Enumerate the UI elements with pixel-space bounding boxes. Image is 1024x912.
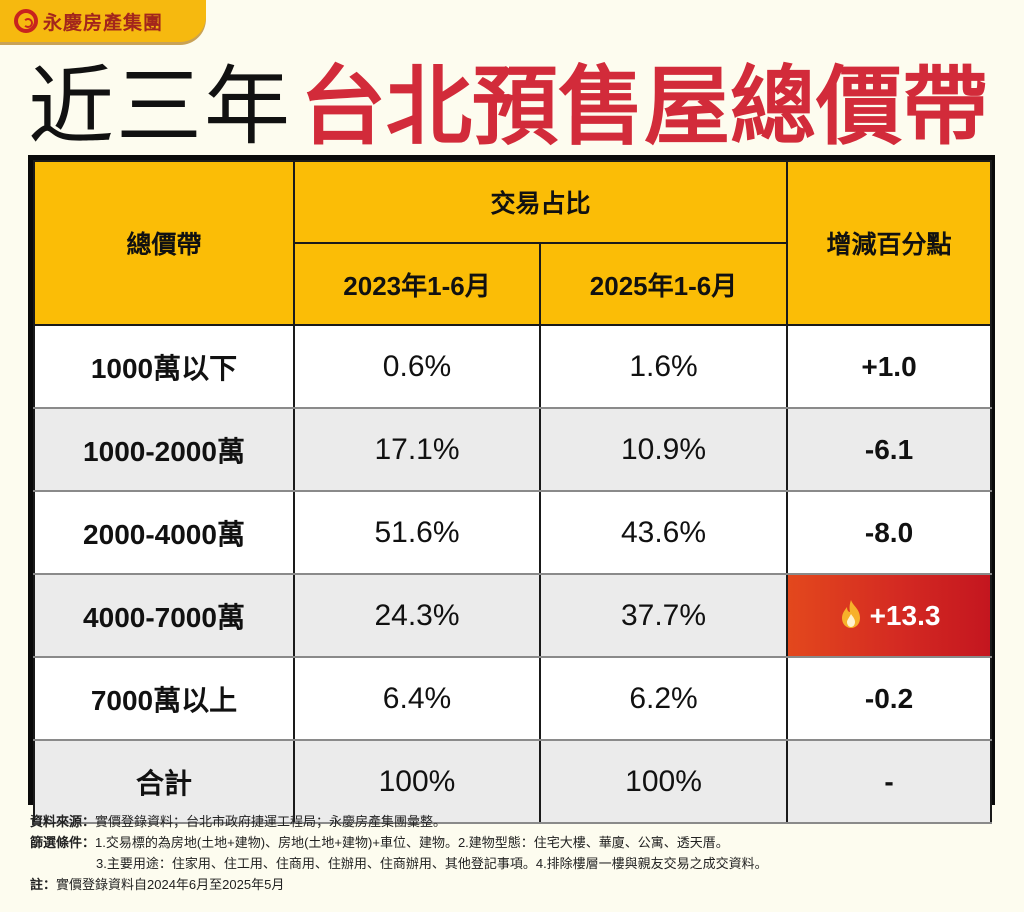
band-label: 4000-7000萬 [33,573,295,658]
yungching-logo-icon [14,9,38,33]
band-label: 1000-2000萬 [33,407,295,492]
table-row-total: 合計 100% 100% - [33,739,993,824]
change-value: -0.2 [786,656,993,741]
share-2025: 1.6% [538,324,789,409]
change-value: +13.3 [869,600,941,631]
share-2023: 6.4% [293,656,541,741]
table-row: 7000萬以上 6.4% 6.2% -0.2 [33,656,993,741]
share-2025: 43.6% [538,490,789,575]
source-text: 實價登錄資料；台北市政府捷運工程局；永慶房產集團彙整。 [95,814,447,829]
share-2023: 24.3% [293,573,541,658]
source-label: 資料來源： [30,814,96,829]
change-value: -6.1 [786,407,993,492]
filter-line-2: 3.主要用途：住家用、住工用、住商用、住辦用、住商辦用、其他登記事項。4.排除樓… [96,856,768,871]
table-row: 4000-7000萬 24.3% 37.7% +13.3 [33,573,993,658]
filter-line-1: 1.交易標的為房地(土地+建物)、房地(土地+建物)+車位、建物。2.建物型態：… [95,835,729,850]
share-2023: 100% [293,739,541,824]
fire-icon [841,600,860,628]
band-label: 2000-4000萬 [33,490,295,575]
change-value-highlight: +13.3 [786,573,993,658]
band-label: 合計 [33,739,295,824]
share-2023: 0.6% [293,324,541,409]
header-share-group: 交易占比 [292,160,789,244]
filter-note: 篩選條件：1.交易標的為房地(土地+建物)、房地(土地+建物)+車位、建物。2.… [30,832,768,853]
brand-name: 永慶房產集團 [43,11,164,34]
brand-tab: 永慶房產集團 [0,0,206,42]
filter-note-cont: 3.主要用途：住家用、住工用、住商用、住辦用、住商辦用、其他登記事項。4.排除樓… [30,853,768,874]
band-label: 1000萬以下 [33,324,295,409]
header-period-2023: 2023年1-6月 [293,242,541,326]
header-price-band: 總價帶 [33,160,295,326]
table-row: 1000-2000萬 17.1% 10.9% -6.1 [33,407,993,492]
footnotes: 資料來源：實價登錄資料；台北市政府捷運工程局；永慶房產集團彙整。 篩選條件：1.… [30,811,768,895]
share-2025: 100% [538,739,789,824]
table-row: 2000-4000萬 51.6% 43.6% -8.0 [33,490,993,575]
note-text: 實價登錄資料自2024年6月至2025年5月 [56,877,285,892]
change-value: - [786,739,993,824]
title-prefix: 近三年 [28,56,292,157]
header-period-2025: 2025年1-6月 [538,242,789,326]
remark-note: 註：實價登錄資料自2024年6月至2025年5月 [30,874,768,895]
band-label: 7000萬以上 [33,656,295,741]
table-row: 1000萬以下 0.6% 1.6% +1.0 [33,324,993,409]
filter-label: 篩選條件： [30,835,96,850]
share-2023: 51.6% [293,490,541,575]
price-band-table: 總價帶 交易占比 增減百分點 2023年1-6月 2025年1-6月 1000萬… [28,155,995,824]
share-2025: 10.9% [538,407,789,492]
page-title: 近三年 台北預售屋總價帶 [28,48,988,157]
change-value: -8.0 [786,490,993,575]
title-main: 台北預售屋總價帶 [300,56,988,157]
change-value: +1.0 [786,324,993,409]
share-2025: 6.2% [538,656,789,741]
source-note: 資料來源：實價登錄資料；台北市政府捷運工程局；永慶房產集團彙整。 [30,811,768,832]
share-2025: 37.7% [538,573,789,658]
header-change: 增減百分點 [786,160,993,326]
share-2023: 17.1% [293,407,541,492]
note-label: 註： [30,877,57,892]
